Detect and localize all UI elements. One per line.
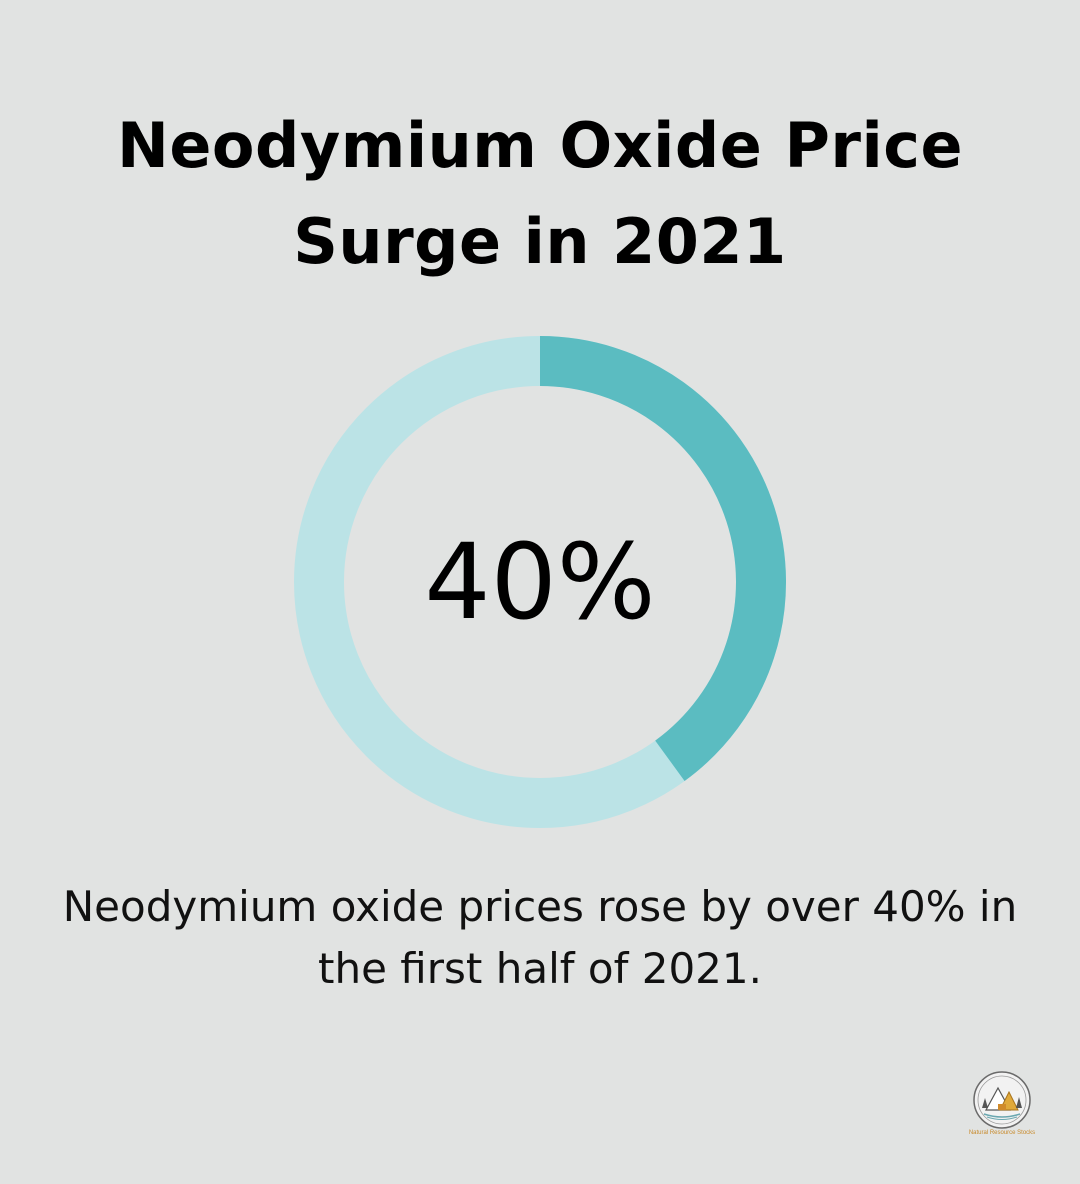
mountain-forest-logo-icon bbox=[973, 1071, 1031, 1129]
page-title: Neodymium Oxide Price Surge in 2021 bbox=[60, 98, 1020, 290]
title-line-2: Surge in 2021 bbox=[293, 205, 787, 278]
caption-line-1: Neodymium oxide prices rose by over 40% … bbox=[62, 882, 1018, 931]
donut-filled-segment bbox=[539, 336, 786, 781]
donut-chart bbox=[294, 336, 786, 828]
caption-line-2: the first half of 2021. bbox=[318, 944, 762, 993]
caption-text: Neodymium oxide prices rose by over 40% … bbox=[40, 876, 1040, 1000]
title-line-1: Neodymium Oxide Price bbox=[116, 109, 964, 182]
donut-center-value: 40% bbox=[424, 521, 656, 643]
brand-logo: Natural Resource Stocks bbox=[962, 1070, 1042, 1140]
logo-text: Natural Resource Stocks bbox=[968, 1130, 1036, 1136]
